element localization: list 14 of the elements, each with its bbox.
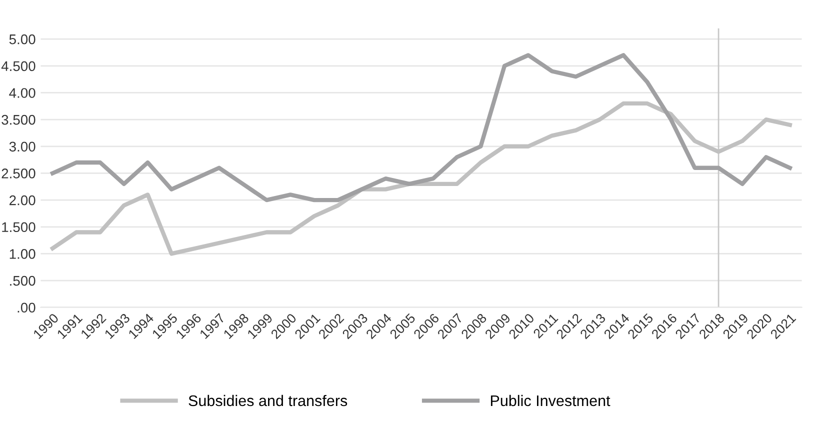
y-tick-label: 4.00: [9, 88, 36, 98]
y-tick-label: 2.500: [2, 168, 36, 178]
y-tick-label: 1.500: [2, 222, 36, 232]
y-tick-label: .500: [10, 276, 36, 286]
y-tick-label: 3.500: [2, 114, 36, 125]
y-tick-label: 5.00: [9, 34, 36, 44]
legend-label: Subsidies and transfers: [188, 394, 348, 406]
y-tick-label: .00: [18, 302, 36, 313]
y-tick-label: 3.00: [9, 142, 36, 152]
line-series: [50, 53, 792, 202]
y-tick-label: 4.500: [1, 61, 36, 72]
y-tick-label: 1.00: [10, 249, 36, 259]
legend-label: Public Investment: [490, 394, 610, 406]
y-tick-label: 2.00: [10, 195, 36, 206]
